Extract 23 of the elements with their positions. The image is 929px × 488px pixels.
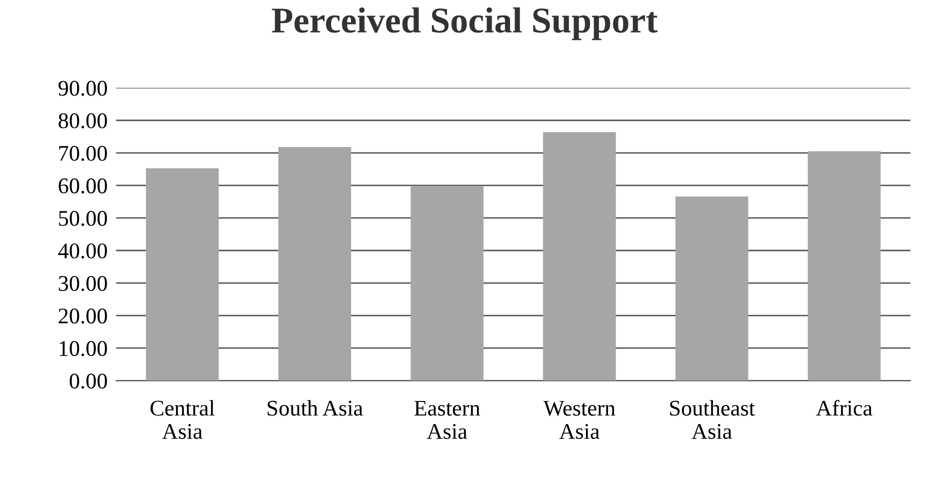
y-tick-label: 40.00 [58,243,107,259]
y-tick-label: 20.00 [58,308,107,324]
bar [808,151,881,381]
chart-title: Perceived Social Support [272,7,658,40]
x-tick-label: Eastern Asia [414,400,480,439]
y-tick-label: 70.00 [59,146,107,161]
x-tick-label: Central Asia [150,400,215,439]
y-tick-label: 80.00 [58,113,107,128]
x-tick-label: Africa [816,400,872,416]
y-tick-label: 0.00 [70,374,107,389]
y-tick-label: 60.00 [58,178,107,194]
bar [146,168,219,381]
x-tick-label: Western Asia [543,400,616,439]
bar [410,186,484,381]
y-tick-label: 50.00 [59,210,107,226]
x-tick-label: South Asia [268,400,363,416]
bar [675,196,748,381]
y-tick-label: 10.00 [60,341,107,356]
bar [278,147,352,381]
bar [543,132,616,381]
y-tick-label: 30.00 [58,276,107,292]
x-tick-label: Southeast Asia [670,400,755,439]
y-tick-label: 90.00 [58,80,107,96]
